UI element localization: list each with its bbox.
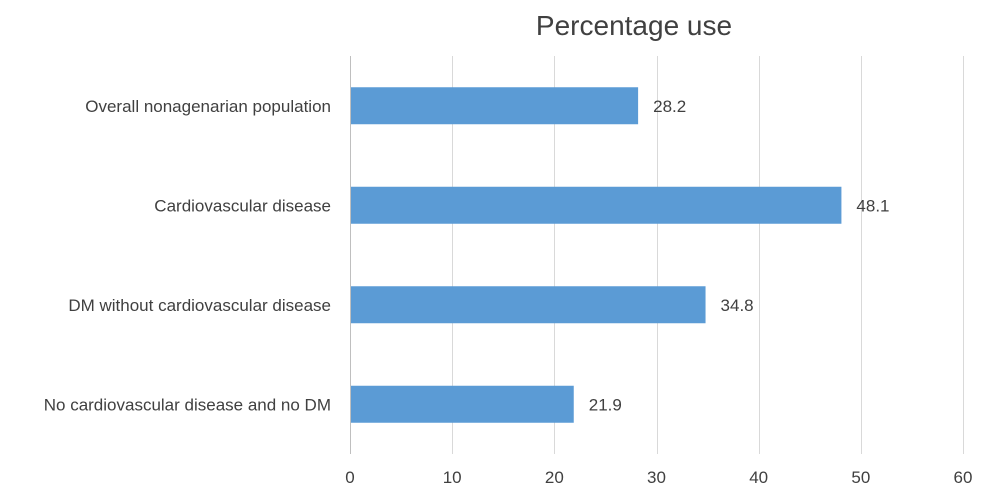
x-tick-label-40: 40: [749, 468, 768, 487]
x-tick-label-20: 20: [545, 468, 564, 487]
x-tick-label-50: 50: [851, 468, 870, 487]
category-label-1: Cardiovascular disease: [154, 196, 331, 215]
data-labels: 28.2 48.1 34.8 21.9: [589, 97, 890, 415]
data-label-0: 28.2: [653, 97, 686, 116]
data-label-3: 21.9: [589, 395, 622, 414]
bar-3: [351, 385, 574, 423]
category-label-2: DM without cardiovascular disease: [68, 296, 331, 315]
data-label-2: 34.8: [721, 296, 754, 315]
category-label-0: Overall nonagenarian population: [85, 97, 331, 116]
x-tick-label-30: 30: [647, 468, 666, 487]
category-label-3: No cardiovascular disease and no DM: [44, 395, 331, 414]
x-tick-label-60: 60: [954, 468, 973, 487]
bar-2: [351, 286, 706, 324]
data-label-1: 48.1: [856, 196, 889, 215]
x-tick-label-10: 10: [443, 468, 462, 487]
chart-title: Percentage use: [536, 10, 732, 41]
bar-1: [351, 186, 842, 224]
x-axis-tick-labels: 0 10 20 30 40 50 60: [345, 468, 972, 487]
bar-0: [351, 87, 639, 125]
x-tick-label-0: 0: [345, 468, 354, 487]
category-labels: Overall nonagenarian population Cardiovas…: [44, 97, 331, 415]
bars: [351, 87, 842, 423]
